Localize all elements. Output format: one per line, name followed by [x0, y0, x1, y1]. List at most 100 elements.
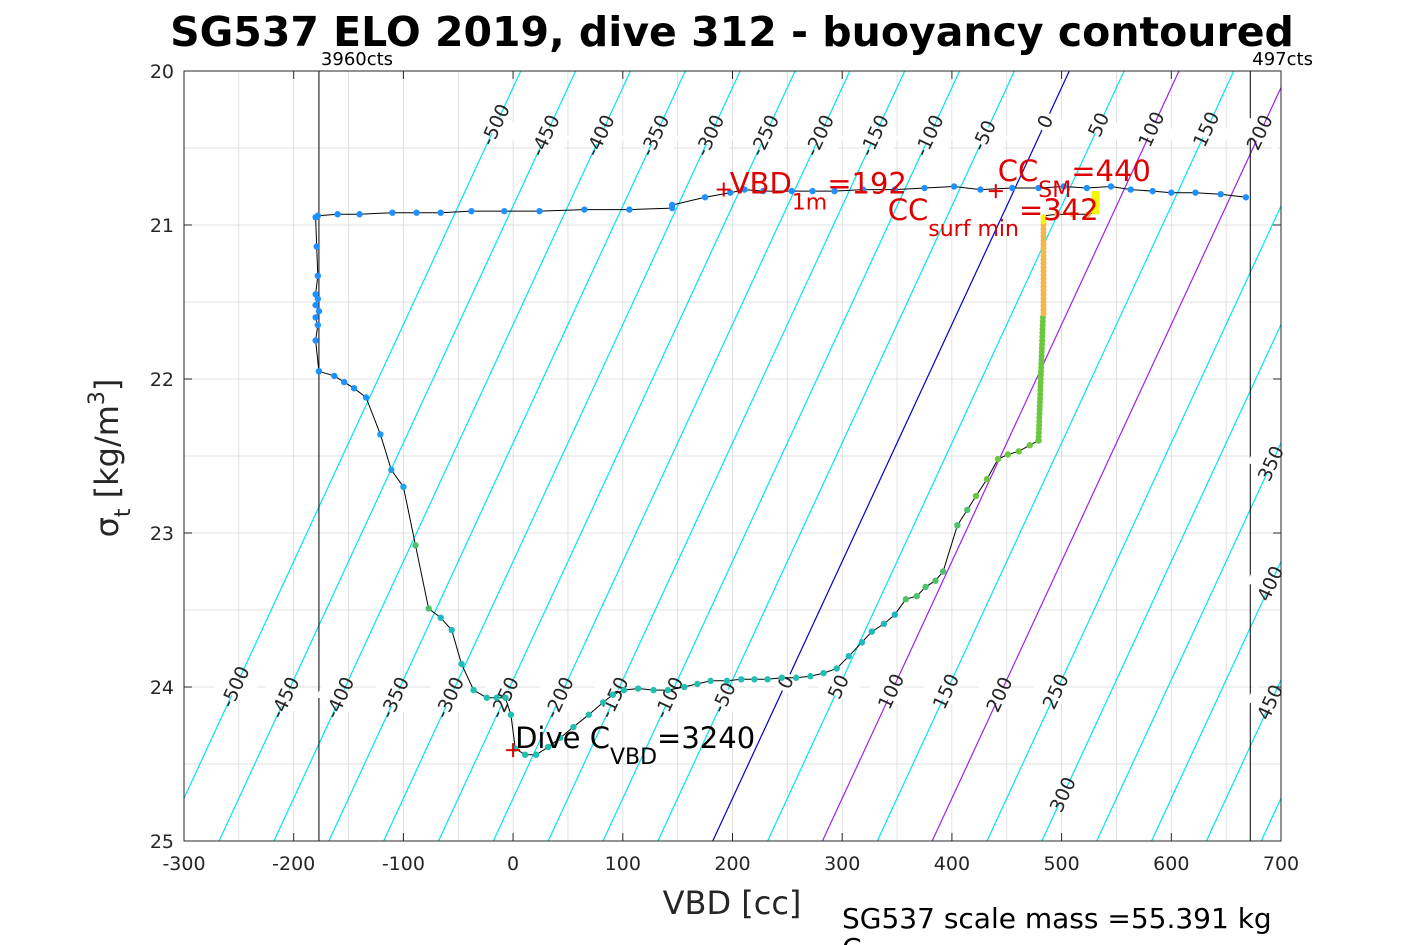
footer-scale-mass: SG537 scale mass =55.391 kg: [842, 902, 1272, 935]
data-point: [650, 686, 657, 694]
contour-label-bg: [1128, 112, 1176, 147]
data-point: [701, 194, 709, 201]
contour-100: [821, 71, 1180, 841]
data-point: [751, 676, 758, 683]
data-point: [315, 368, 323, 375]
contour-label-bg: [576, 118, 625, 154]
data-point: [620, 686, 628, 694]
contour-label-bg: [521, 118, 570, 154]
data-point: [738, 676, 745, 683]
data-point: [458, 660, 465, 668]
data-point: [532, 751, 540, 758]
contour-label-bg: [686, 118, 734, 154]
data-point: [314, 272, 322, 280]
x-tick-label: 200: [714, 853, 750, 875]
contour-label-bg: [905, 118, 954, 154]
data-point: [964, 506, 971, 514]
data-point: [356, 211, 363, 218]
contour--450: [218, 71, 577, 841]
contour-label-bg: [1246, 684, 1295, 720]
data-point: [412, 542, 419, 549]
buoyancy-contours: [184, 71, 1281, 841]
data-point: [314, 212, 322, 219]
data-point: [470, 686, 477, 694]
data-point: [764, 676, 771, 683]
data-point: [1004, 451, 1012, 458]
contour-labels: -500-500-450-450-400-400-350-350-300-300…: [211, 101, 1296, 816]
data-point: [707, 677, 714, 685]
profile-points: [312, 183, 1250, 758]
data-point: [312, 301, 319, 309]
data-point: [694, 680, 701, 688]
contour-label-bg: [426, 680, 474, 716]
data-point: [891, 611, 899, 618]
data-point: [723, 677, 731, 685]
contour-label-bg: [211, 669, 260, 705]
data-point: [831, 187, 838, 195]
contour-label-bg: [1032, 674, 1080, 710]
data-point: [913, 592, 920, 600]
contour--150: [547, 71, 906, 841]
x-tick-label: 300: [824, 853, 860, 875]
y-tick-label: 23: [150, 523, 174, 545]
data-point: [634, 685, 642, 692]
y-tick-label: 20: [150, 61, 174, 83]
contour-label-bg: [1022, 104, 1070, 140]
contour-label-bg: [922, 674, 971, 710]
data-point: [331, 372, 338, 380]
data-point: [502, 694, 509, 701]
contour--250: [437, 71, 796, 841]
data-point: [334, 211, 341, 218]
data-point: [807, 673, 814, 680]
data-point: [313, 243, 320, 250]
contour-label-bg: [1247, 446, 1296, 482]
contour-150: [876, 71, 1235, 841]
annotation-dive-cvbd: Dive CVBD=3240: [515, 721, 755, 770]
data-point: [1149, 187, 1156, 195]
contour--500: [184, 71, 522, 800]
contour-label-bg: [1246, 566, 1295, 602]
data-point: [437, 614, 444, 621]
y-axis: 20 21 22 23 24 25: [150, 61, 1281, 853]
data-point: [521, 751, 529, 758]
contour-label-bg: [631, 118, 680, 154]
data-point: [858, 639, 866, 646]
data-point: [950, 183, 958, 190]
data-point: [792, 674, 800, 681]
markers: VBD1m=192 CCSM=440 Dive CVBD=3240 CCsurf mi…: [506, 154, 1151, 770]
contour-label-bg: [796, 118, 844, 154]
contour-label-bg: [815, 669, 863, 705]
vbd-limit-label: 497cts: [1252, 49, 1313, 70]
vbd-limit-label: 3960cts: [321, 49, 393, 70]
data-point: [727, 189, 734, 196]
data-point: [1217, 191, 1224, 198]
contour-200: [931, 86, 1281, 841]
contour-label-bg: [1075, 107, 1123, 143]
data-point: [340, 378, 348, 386]
data-point: [437, 209, 444, 216]
data-point: [1069, 211, 1076, 218]
data-point: [400, 483, 407, 490]
data-point: [448, 626, 455, 634]
x-axis: -300 -200 -100 0 100 200 300 400 500 600 700: [162, 71, 1299, 875]
data-point: [681, 683, 688, 691]
data-point: [1107, 183, 1115, 190]
data-point: [1015, 448, 1023, 455]
contour-300: [1041, 323, 1281, 841]
data-point: [1040, 214, 1047, 221]
data-point: [312, 291, 319, 298]
contour-0: [712, 71, 1070, 841]
x-tick-label: -200: [272, 853, 315, 875]
contour-50: [767, 71, 1125, 841]
x-tick-label: -100: [382, 853, 425, 875]
contour-400: [1151, 560, 1281, 841]
contour-label-bg: [960, 118, 1009, 154]
data-point: [350, 385, 358, 392]
data-point: [1192, 189, 1199, 196]
x-tick-label: 600: [1153, 853, 1189, 875]
data-point: [388, 466, 395, 474]
contour-label-bg: [316, 680, 365, 716]
contour-label-bg: [535, 680, 584, 716]
data-point: [922, 583, 929, 591]
contour-label-bg: [371, 680, 419, 716]
